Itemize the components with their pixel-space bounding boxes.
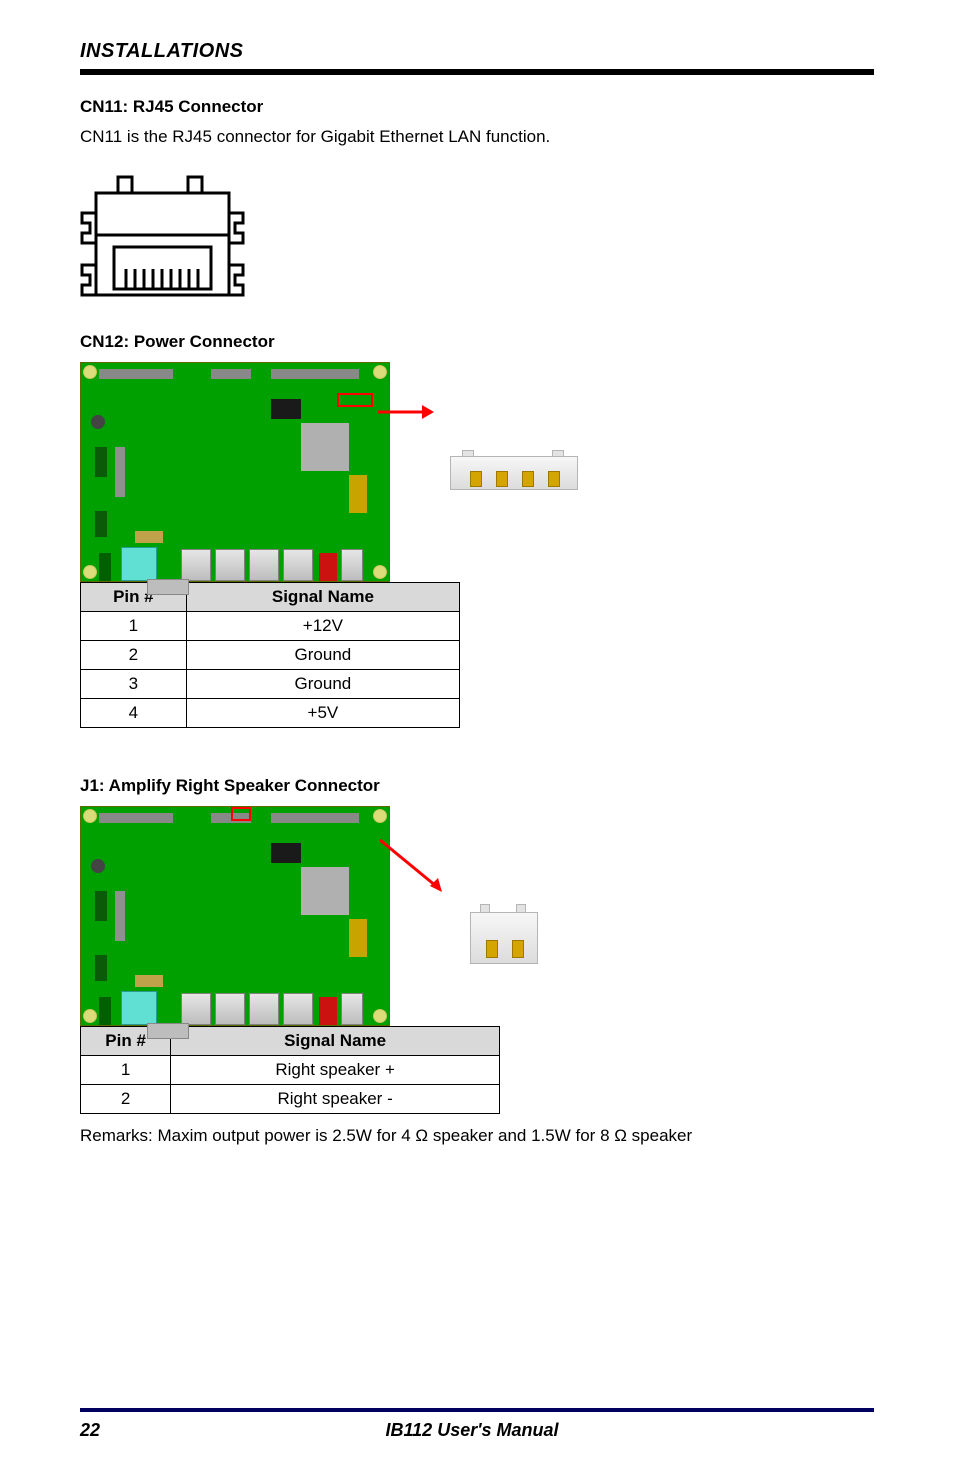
cn11-desc: CN11 is the RJ45 connector for Gigabit E…	[80, 127, 874, 147]
manual-title: IB112 User's Manual	[100, 1420, 844, 1441]
j1-heading: J1: Amplify Right Speaker Connector	[80, 776, 874, 796]
arrow-icon	[380, 830, 460, 910]
table-row: 2 Right speaker -	[81, 1085, 500, 1114]
footer-rule	[80, 1408, 874, 1412]
cn12-connector-image	[450, 450, 576, 494]
j1-connector-image	[464, 904, 542, 968]
cn11-heading: CN11: RJ45 Connector	[80, 97, 874, 117]
table-row: 1 Right speaker +	[81, 1056, 500, 1085]
table-row: 3 Ground	[81, 670, 460, 699]
table-row: 4 +5V	[81, 699, 460, 728]
arrow-icon	[378, 400, 434, 424]
page-number: 22	[80, 1420, 100, 1441]
header-rule	[80, 69, 874, 75]
table-row: 1 +12V	[81, 612, 460, 641]
cn12-board-image	[80, 362, 390, 582]
j1-th-sig: Signal Name	[171, 1027, 500, 1056]
cn12-heading: CN12: Power Connector	[80, 332, 874, 352]
j1-board-image	[80, 806, 390, 1026]
page-header: INSTALLATIONS	[80, 40, 874, 63]
cn12-pin-table: Pin # Signal Name 1 +12V 2 Ground 3 Grou…	[80, 582, 460, 728]
j1-note: Remarks: Maxim output power is 2.5W for …	[80, 1124, 874, 1149]
cn12-highlight	[337, 393, 373, 407]
page-footer: 22 IB112 User's Manual	[80, 1408, 874, 1441]
table-row: 2 Ground	[81, 641, 460, 670]
cn12-th-sig: Signal Name	[186, 583, 459, 612]
rj45-figure	[80, 175, 874, 310]
j1-pin-table: Pin # Signal Name 1 Right speaker + 2 Ri…	[80, 1026, 500, 1114]
j1-highlight	[231, 807, 251, 821]
